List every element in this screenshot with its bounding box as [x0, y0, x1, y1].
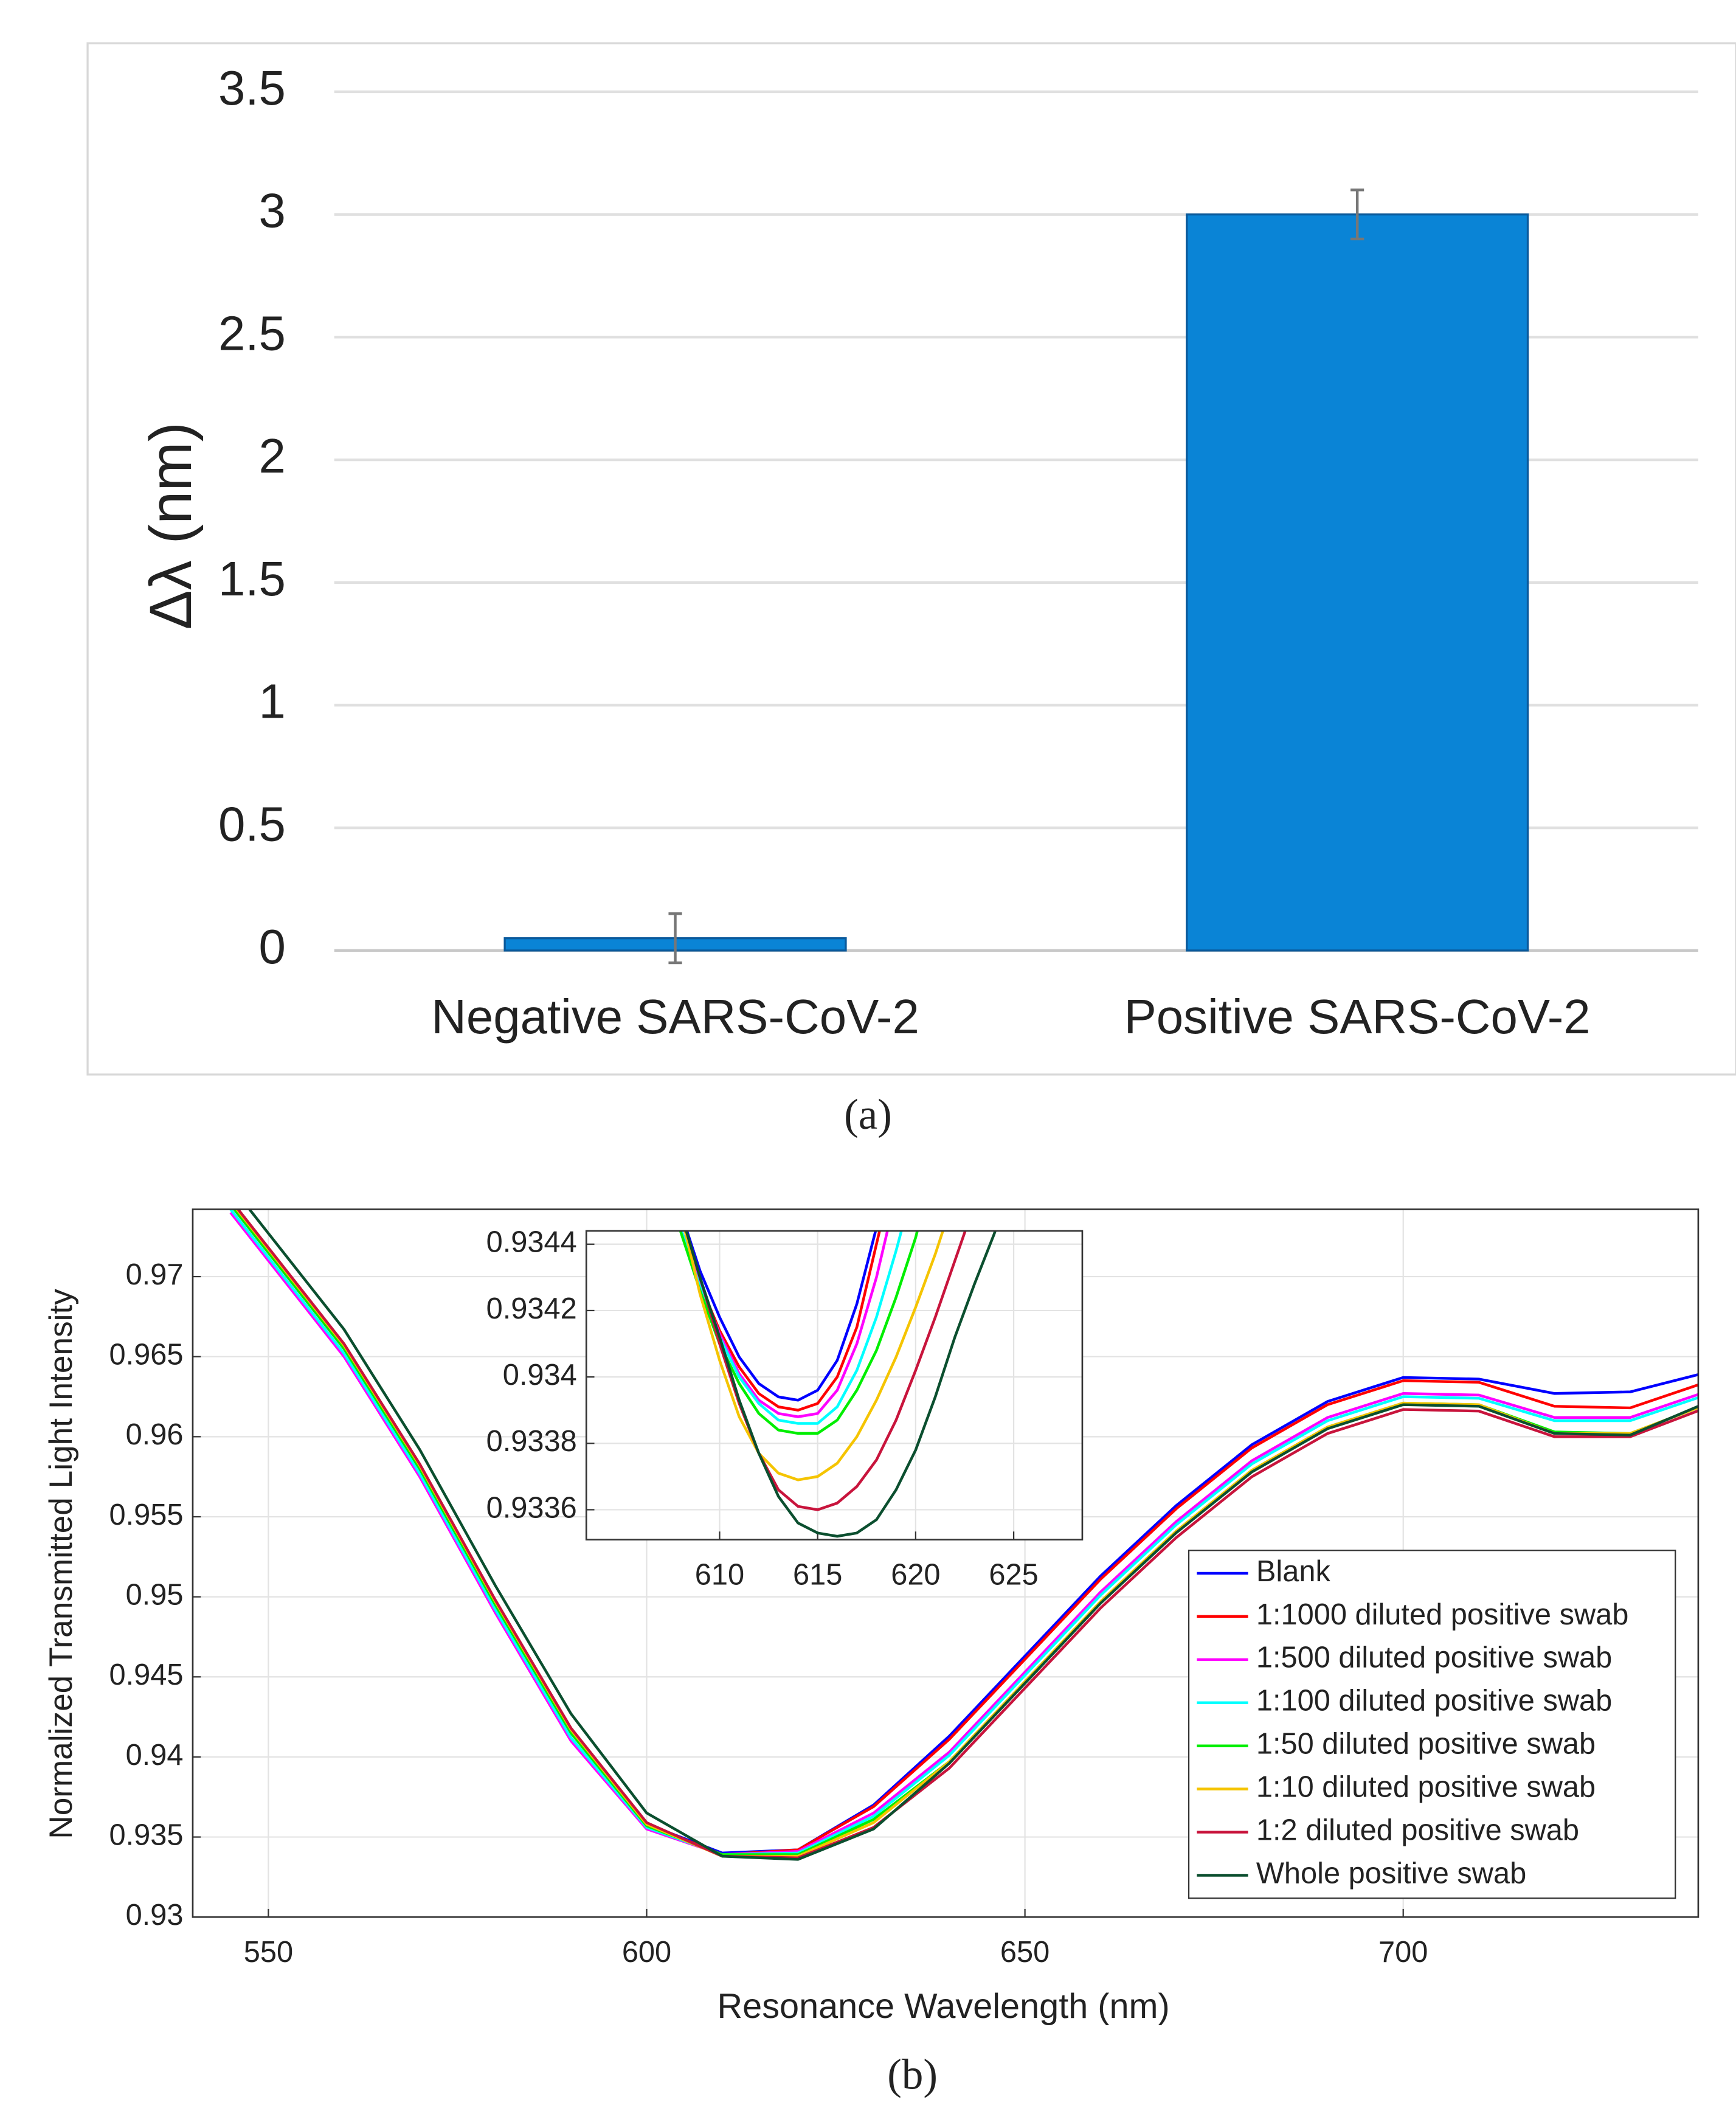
data-line — [247, 1209, 1698, 1861]
y-tick-label: 2.5 — [218, 306, 286, 360]
y-tick-label: 1 — [259, 674, 286, 729]
plot-frame — [585, 1230, 1084, 1540]
data-line — [685, 1230, 997, 1538]
y-tick-label: 0.96 — [126, 1418, 184, 1451]
caption: (a) — [844, 1091, 892, 1138]
legend-label: 1:10 diluted positive swab — [1256, 1770, 1596, 1803]
y-tick-label: 0.9336 — [486, 1491, 577, 1524]
y-tick-label: 0.94 — [126, 1739, 184, 1772]
y-tick-label: 0 — [259, 920, 286, 974]
x-tick-label: 625 — [989, 1558, 1038, 1591]
legend-label: 1:2 diluted positive swab — [1256, 1814, 1579, 1846]
plot-background — [586, 1230, 1082, 1540]
y-tick-label: 1.5 — [218, 552, 286, 606]
y-tick-label: 0.965 — [109, 1339, 183, 1371]
x-tick-label: 700 — [1378, 1936, 1428, 1969]
y-tick-label: 0.935 — [109, 1818, 183, 1851]
data-line — [685, 1230, 877, 1402]
y-axis-title: Δλ (nm) — [137, 422, 204, 629]
x-tick-label: 550 — [244, 1936, 293, 1969]
y-tick-label: 0.934 — [503, 1359, 577, 1391]
x-tick-label: 600 — [622, 1936, 671, 1969]
x-tick-label: 615 — [793, 1558, 842, 1591]
caption: (b) — [887, 2051, 938, 2098]
error-bar — [668, 912, 682, 965]
error-bar — [1350, 189, 1364, 241]
x-tick-label: Negative SARS-CoV-2 — [431, 989, 919, 1044]
legend-box — [1188, 1550, 1676, 1899]
x-tick-label: 620 — [891, 1558, 940, 1591]
y-tick-label: 3.5 — [218, 61, 286, 115]
data-line — [229, 1209, 1698, 1856]
y-tick-label: 3 — [259, 184, 286, 238]
y-tick-label: 0.955 — [109, 1499, 183, 1531]
legend-label: Blank — [1256, 1555, 1331, 1588]
x-tick-label: 610 — [695, 1558, 744, 1591]
legend-label: 1:50 diluted positive swab — [1256, 1728, 1596, 1761]
y-tick-label: 2 — [259, 429, 286, 483]
data-line — [685, 1230, 967, 1511]
plot-frame — [192, 1208, 1700, 1918]
y-axis-title: Normalized Transmitted Light Intensity — [43, 1289, 79, 1839]
legend-label: 1:1000 diluted positive swab — [1256, 1598, 1629, 1631]
x-tick-label: 650 — [1000, 1936, 1050, 1969]
legend-label: 1:500 diluted positive swab — [1256, 1641, 1612, 1674]
legend-label: 1:100 diluted positive swab — [1256, 1685, 1612, 1717]
y-tick-label: 0.95 — [126, 1579, 184, 1612]
data-line — [236, 1209, 1698, 1860]
y-tick-label: 0.945 — [109, 1658, 183, 1691]
y-tick-label: 0.93 — [126, 1899, 184, 1932]
data-line — [683, 1230, 944, 1482]
legend-label: Whole positive swab — [1256, 1857, 1526, 1890]
data-line — [229, 1211, 1698, 1856]
x-tick-label: Positive SARS-CoV-2 — [1124, 989, 1591, 1044]
y-tick-label: 0.9342 — [486, 1292, 577, 1325]
y-tick-label: 0.9338 — [486, 1425, 577, 1458]
x-axis-title: Resonance Wavelength (nm) — [718, 1987, 1170, 2026]
y-tick-label: 0.5 — [218, 797, 286, 851]
y-tick-label: 0.97 — [126, 1258, 184, 1291]
y-tick-label: 0.9344 — [486, 1226, 577, 1259]
bar — [1186, 213, 1529, 952]
